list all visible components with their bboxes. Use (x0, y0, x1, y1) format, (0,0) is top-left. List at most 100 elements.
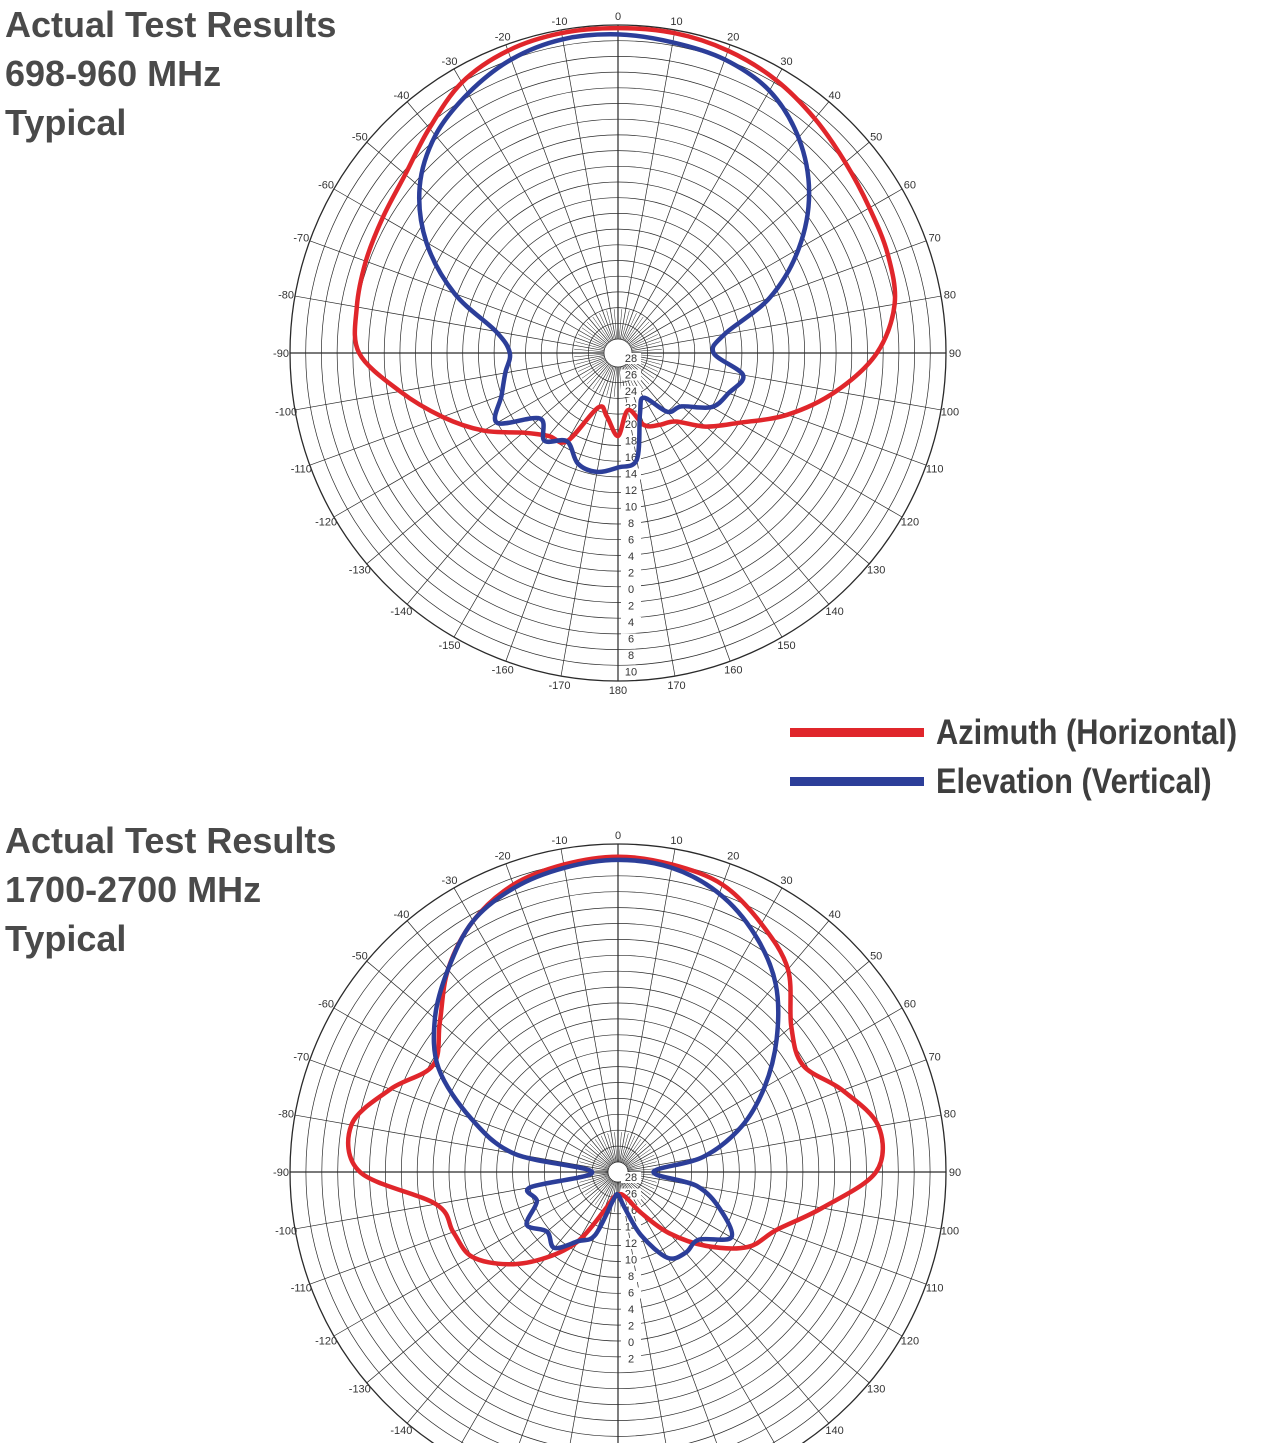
grid-spoke (560, 848, 617, 1163)
grid-spoke-minor (606, 366, 615, 396)
grid-spoke (626, 1176, 903, 1337)
radial-tick-bg (621, 1337, 641, 1348)
legend-swatch-elevation (790, 777, 924, 786)
grid-spoke (366, 1178, 611, 1384)
radial-tick-bg (621, 386, 641, 397)
grid-spoke (628, 361, 870, 565)
grid-spoke-minor (585, 1148, 610, 1167)
angle-tick-label: -70 (293, 233, 309, 245)
angle-tick-label: 90 (949, 1167, 961, 1179)
radial-tick-bg (621, 501, 641, 513)
grid-spoke (620, 29, 676, 340)
grid-spoke-minor (575, 341, 605, 350)
angle-tick-label: -70 (293, 1052, 309, 1064)
angle-tick-label: 120 (901, 517, 919, 529)
legend-item-azimuth: Azimuth (Horizontal) (790, 712, 1278, 761)
angle-tick-label: 70 (929, 233, 941, 245)
angle-labels: -140-130-120-110-100-90-80-70-60-50-40-3… (273, 830, 961, 1437)
grid-spoke-minor (618, 309, 623, 340)
angle-tick-label: 130 (867, 1384, 885, 1396)
grid-spoke-minor (589, 1178, 612, 1201)
angle-tick-label: 40 (828, 90, 840, 102)
radial-tick-label: 18 (625, 436, 637, 448)
grid-spoke (627, 1173, 942, 1230)
grid-spoke (333, 359, 607, 518)
angle-tick-label: -140 (390, 1425, 412, 1437)
grid-spoke (622, 44, 731, 340)
grid-spoke-minor (623, 1139, 642, 1164)
grid-spoke (619, 848, 676, 1163)
grid-spoke (406, 1179, 612, 1424)
grid-spoke (631, 240, 927, 349)
angle-tick-label: -120 (315, 517, 337, 529)
grid-spoke (453, 364, 612, 638)
radial-tick-bg (621, 1320, 641, 1332)
angle-tick-label: 160 (724, 665, 742, 677)
angle-tick-label: -20 (495, 31, 511, 43)
legend-swatch-azimuth (790, 728, 924, 737)
angle-tick-label: 0 (615, 830, 621, 842)
radial-tick-bg (621, 468, 641, 480)
grid-spoke-minor (592, 316, 611, 342)
angle-tick-label: -50 (352, 950, 368, 962)
radial-tick-bg (621, 617, 641, 628)
grid-spoke-minor (594, 1139, 613, 1164)
angle-tick-label: -50 (352, 131, 368, 143)
grid-spoke-minor (613, 309, 618, 340)
grid-spoke-minor (578, 358, 606, 372)
radial-tick-label: 2 (628, 601, 634, 613)
angle-tick-label: 70 (929, 1052, 941, 1064)
radial-tick-bg (621, 633, 641, 645)
radial-tick-label: 10 (625, 1255, 637, 1267)
radial-tick-label: 6 (628, 535, 634, 547)
grid-spoke (406, 363, 610, 605)
radial-tick-label: 20 (625, 419, 637, 431)
grid-spoke (624, 1179, 830, 1424)
radial-tick-bg (621, 435, 641, 447)
legend: Azimuth (Horizontal) Elevation (Vertical… (790, 712, 1278, 810)
grid-spoke-minor (586, 321, 609, 344)
grid-spoke-minor (626, 1154, 655, 1168)
grid-spoke (406, 101, 610, 343)
grid-spoke-minor (600, 1135, 614, 1164)
grid-spoke (505, 863, 615, 1163)
grid-spoke-minor (589, 1143, 612, 1166)
angle-tick-label: 100 (941, 407, 959, 419)
radial-tick-label: 2 (628, 568, 634, 580)
angle-tick-label: 10 (670, 835, 682, 847)
grid-spoke (625, 1178, 870, 1384)
grid-spoke-minor (630, 334, 658, 348)
angle-tick-label: -100 (275, 1226, 297, 1238)
radial-tick-bg (621, 402, 641, 414)
grid-spoke (624, 364, 783, 638)
radial-tick-bg (621, 567, 641, 579)
grid-spoke (560, 29, 616, 340)
grid-spoke-minor (581, 1154, 610, 1168)
grid-spoke (628, 141, 870, 345)
grid-spoke (625, 960, 870, 1166)
radial-tick-bg (621, 600, 641, 612)
panel-title-line: Actual Test Results (5, 4, 337, 45)
radial-tick-label: 8 (628, 650, 634, 662)
angle-tick-label: -130 (349, 1384, 371, 1396)
radial-tick-label: 6 (628, 634, 634, 646)
angle-tick-label: 80 (944, 1109, 956, 1121)
angle-tick-label: -80 (278, 290, 294, 302)
radial-tick-label: 4 (628, 1304, 634, 1316)
angle-tick-label: 60 (904, 180, 916, 192)
angle-tick-label: -10 (552, 16, 568, 28)
grid-spoke-minor (620, 1133, 629, 1163)
angle-tick-label: -40 (393, 909, 409, 921)
grid-spoke-minor (627, 321, 650, 344)
angle-tick-label: 10 (670, 16, 682, 28)
radial-tick-label: 24 (625, 386, 637, 398)
angle-tick-label: -100 (275, 407, 297, 419)
grid-spoke-minor (599, 365, 613, 393)
radial-tick-label: 12 (625, 485, 637, 497)
radial-tick-label: 2 (628, 1321, 634, 1333)
grid-spoke-minor (585, 1177, 610, 1196)
grid-spoke (631, 355, 942, 411)
radial-tick-bg (621, 419, 641, 430)
